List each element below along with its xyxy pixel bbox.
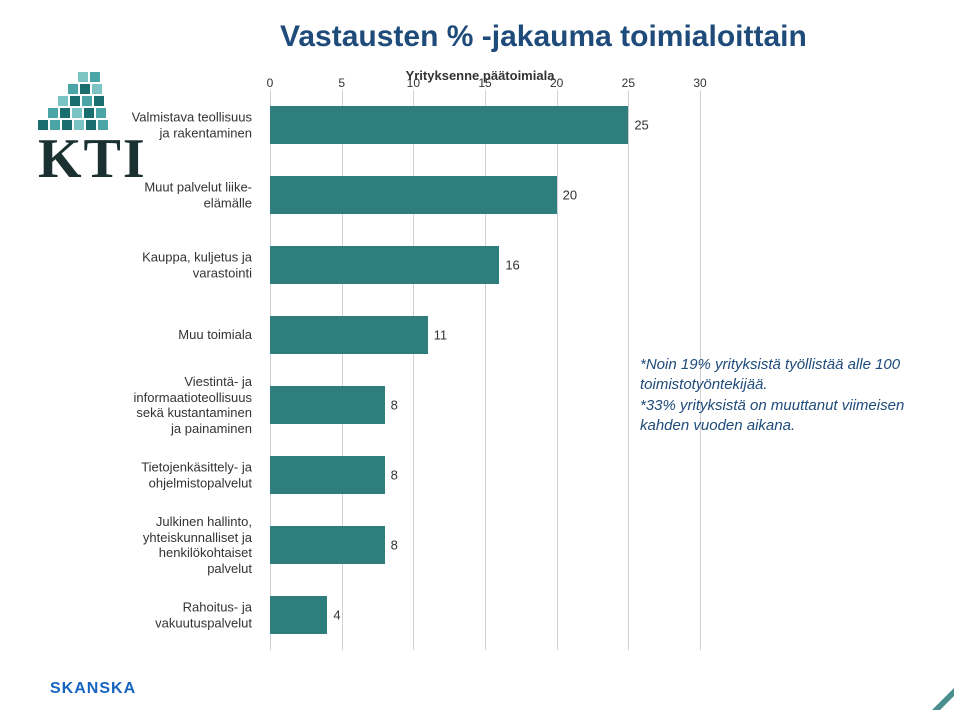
bar-row: Viestintä- jainformaatioteollisuussekä k…: [40, 370, 700, 440]
skanska-logo: SKANSKA: [50, 680, 136, 698]
x-tick-label: 20: [550, 76, 563, 90]
value-label: 16: [505, 258, 519, 273]
bar: [270, 246, 499, 284]
category-label: Rahoitus- javakuutuspalvelut: [40, 599, 260, 630]
x-tick-label: 25: [622, 76, 635, 90]
category-label: Tietojenkäsittely- jaohjelmistopalvelut: [40, 459, 260, 490]
corner-triangle-inner: [940, 696, 954, 710]
bar: [270, 176, 557, 214]
bar: [270, 106, 628, 144]
bar-chart: 051015202530 Valmistava teollisuusja rak…: [40, 90, 700, 650]
bar-row: Kauppa, kuljetus javarastointi 16: [40, 230, 700, 300]
category-label: Viestintä- jainformaatioteollisuussekä k…: [40, 374, 260, 436]
page-title: Vastausten % -jakauma toimialoittain: [280, 20, 807, 54]
bar-row: Muu toimiala 11: [40, 300, 700, 370]
bar-row: Julkinen hallinto,yhteiskunnalliset jahe…: [40, 510, 700, 580]
bar: [270, 526, 385, 564]
value-label: 8: [391, 538, 398, 553]
category-label: Kauppa, kuljetus javarastointi: [40, 249, 260, 280]
x-tick-label: 30: [693, 76, 706, 90]
bar-row: Tietojenkäsittely- jaohjelmistopalvelut 8: [40, 440, 700, 510]
category-label: Muut palvelut liike-elämälle: [40, 179, 260, 210]
value-label: 11: [434, 328, 448, 343]
x-tick-label: 5: [338, 76, 345, 90]
bar: [270, 456, 385, 494]
category-label: Julkinen hallinto,yhteiskunnalliset jahe…: [40, 514, 260, 576]
category-label: Muu toimiala: [40, 327, 260, 343]
page: Vastausten % -jakauma toimialoittain Yri…: [0, 0, 960, 716]
value-label: 20: [563, 188, 577, 203]
annotation-line2: *33% yrityksistä on muuttanut viimeisen …: [640, 397, 904, 434]
bar-row: Valmistava teollisuusja rakentaminen 25: [40, 90, 700, 160]
value-label: 8: [391, 468, 398, 483]
annotation-text: *Noin 19% yrityksistä työllistää alle 10…: [640, 355, 930, 436]
value-label: 8: [391, 398, 398, 413]
x-tick-label: 0: [267, 76, 274, 90]
value-label: 4: [333, 608, 340, 623]
value-label: 25: [634, 118, 648, 133]
bar: [270, 596, 327, 634]
x-tick-label: 10: [407, 76, 420, 90]
annotation-line1: *Noin 19% yrityksistä työllistää alle 10…: [640, 356, 900, 393]
bar: [270, 386, 385, 424]
x-tick-label: 15: [478, 76, 491, 90]
bar-row: Muut palvelut liike-elämälle 20: [40, 160, 700, 230]
bar-row: Rahoitus- javakuutuspalvelut 4: [40, 580, 700, 650]
category-label: Valmistava teollisuusja rakentaminen: [40, 109, 260, 140]
bar: [270, 316, 428, 354]
